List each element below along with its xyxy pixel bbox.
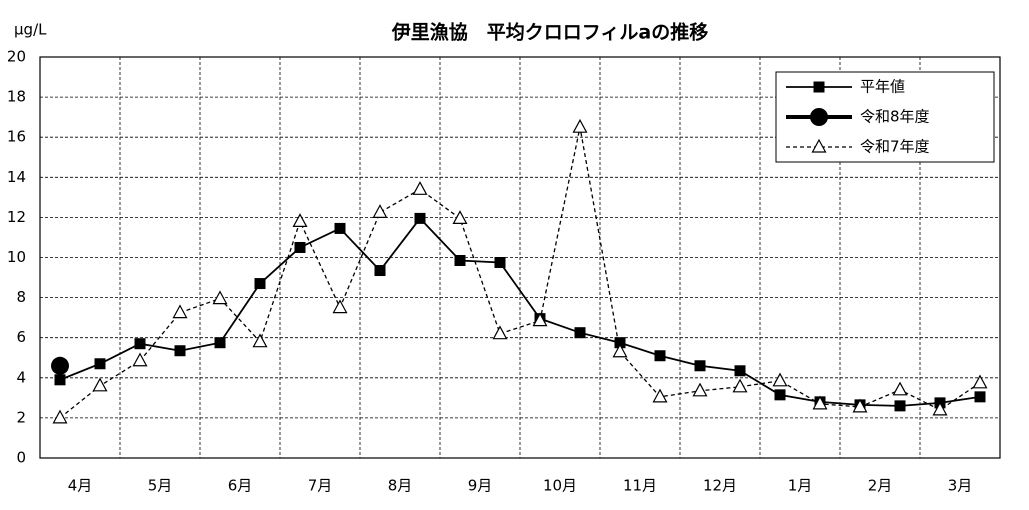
marker bbox=[414, 212, 426, 224]
marker bbox=[810, 108, 828, 126]
legend-label: 令和7年度 bbox=[860, 138, 930, 156]
marker bbox=[52, 409, 68, 424]
y-tick-label: 0 bbox=[16, 449, 26, 467]
y-unit: μg/L bbox=[14, 21, 47, 39]
y-tick-label: 10 bbox=[7, 248, 26, 266]
x-tick-label: 2月 bbox=[868, 477, 893, 495]
y-tick-label: 8 bbox=[16, 288, 26, 306]
marker bbox=[132, 352, 148, 367]
y-tick-label: 18 bbox=[7, 88, 26, 106]
x-tick-label: 3月 bbox=[948, 477, 973, 495]
marker bbox=[212, 290, 228, 305]
marker bbox=[694, 360, 706, 372]
marker bbox=[332, 299, 348, 314]
y-tick-label: 6 bbox=[16, 328, 26, 346]
x-tick-label: 7月 bbox=[308, 477, 333, 495]
x-tick-label: 5月 bbox=[148, 477, 173, 495]
marker bbox=[654, 350, 666, 362]
marker bbox=[254, 278, 266, 290]
marker bbox=[894, 400, 906, 412]
marker bbox=[252, 333, 268, 348]
marker bbox=[614, 337, 626, 349]
y-tick-label: 20 bbox=[7, 48, 26, 66]
marker bbox=[92, 377, 108, 392]
marker bbox=[292, 213, 308, 228]
marker bbox=[811, 138, 827, 153]
marker bbox=[972, 374, 988, 389]
y-tick-label: 4 bbox=[16, 368, 26, 386]
marker bbox=[412, 181, 428, 195]
marker bbox=[172, 304, 188, 319]
x-tick-label: 4月 bbox=[68, 477, 93, 495]
marker bbox=[532, 312, 548, 327]
y-tick-label: 2 bbox=[16, 408, 26, 426]
marker bbox=[772, 372, 788, 387]
marker bbox=[852, 398, 868, 413]
legend-label: 令和8年度 bbox=[860, 108, 930, 126]
x-tick-label: 6月 bbox=[228, 477, 253, 495]
y-tick-label: 16 bbox=[7, 128, 26, 146]
x-tick-label: 11月 bbox=[623, 477, 657, 495]
marker bbox=[812, 395, 828, 410]
marker bbox=[732, 378, 748, 393]
x-tick-label: 8月 bbox=[388, 477, 413, 495]
marker bbox=[612, 343, 628, 358]
plot-frame bbox=[39, 56, 1001, 459]
x-tick-label: 1月 bbox=[788, 477, 813, 495]
marker bbox=[94, 358, 106, 370]
series-line bbox=[59, 217, 981, 407]
marker bbox=[813, 81, 825, 93]
series-line bbox=[59, 127, 981, 419]
marker bbox=[774, 389, 786, 401]
marker bbox=[134, 338, 146, 350]
marker bbox=[174, 345, 186, 357]
marker bbox=[334, 222, 346, 234]
marker bbox=[974, 391, 986, 403]
marker bbox=[574, 327, 586, 339]
legend-label: 平年値 bbox=[860, 78, 905, 96]
marker bbox=[652, 388, 668, 403]
chart-title: 伊里漁協 平均クロロフィルaの推移 bbox=[391, 21, 708, 44]
marker bbox=[734, 365, 746, 377]
y-tick-label: 14 bbox=[7, 168, 26, 186]
x-tick-label: 9月 bbox=[468, 477, 493, 495]
marker bbox=[494, 257, 506, 269]
y-tick-label: 12 bbox=[7, 208, 26, 226]
marker bbox=[452, 210, 468, 225]
marker bbox=[692, 382, 708, 397]
marker bbox=[51, 356, 69, 375]
marker bbox=[214, 337, 226, 349]
marker bbox=[294, 241, 306, 253]
marker bbox=[54, 374, 66, 386]
marker bbox=[454, 255, 466, 267]
x-tick-label: 12月 bbox=[703, 477, 737, 495]
marker bbox=[374, 265, 386, 277]
marker bbox=[572, 118, 588, 133]
marker bbox=[492, 325, 508, 340]
marker bbox=[372, 204, 388, 218]
marker bbox=[892, 381, 908, 396]
marker bbox=[932, 401, 948, 416]
x-tick-label: 10月 bbox=[543, 477, 577, 495]
